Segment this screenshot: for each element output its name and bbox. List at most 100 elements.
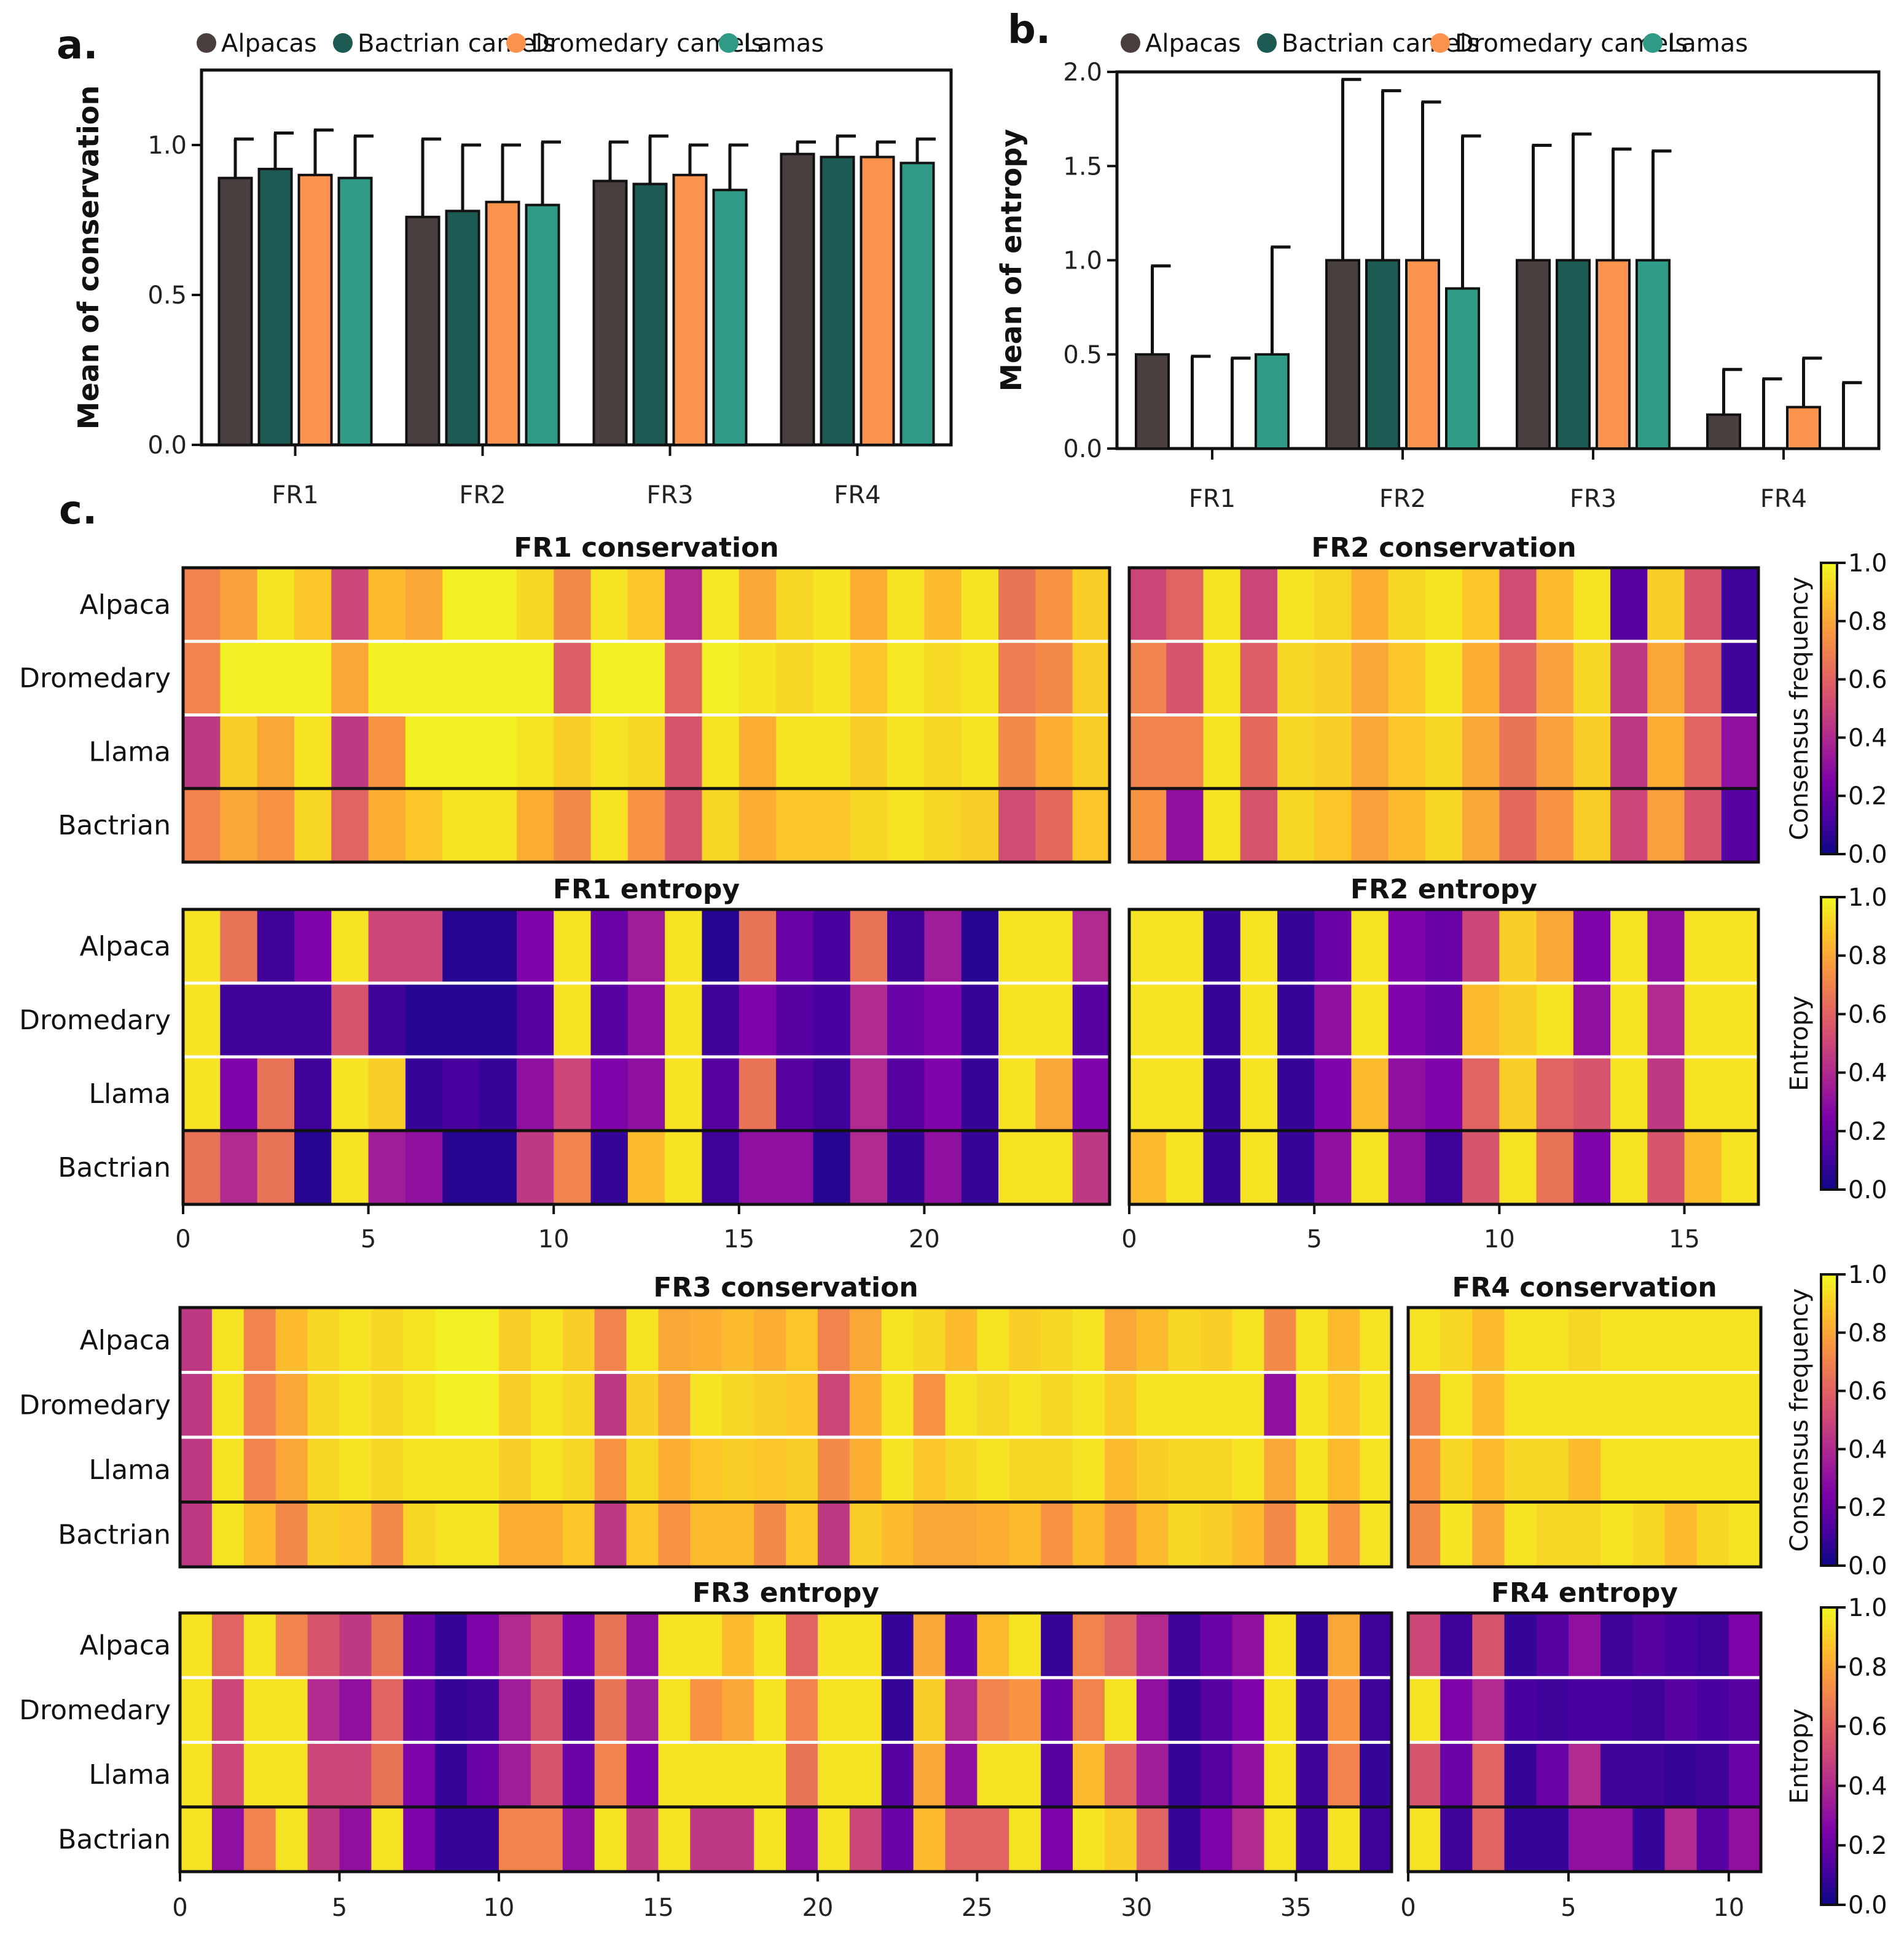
heatmap-cell: [1568, 1372, 1601, 1438]
heatmap-cell: [881, 1372, 914, 1438]
x-tick-label: FR2: [459, 481, 506, 509]
heatmap-cell: [1328, 1677, 1360, 1743]
heatmap-cell: [554, 715, 592, 789]
heatmap-cell: [1728, 1742, 1761, 1808]
heatmap-cell: [1568, 1613, 1601, 1678]
heatmap-cell: [1425, 983, 1463, 1057]
heatmap-cell: [924, 788, 962, 863]
heatmap-cell: [722, 1742, 754, 1808]
heatmap-cell: [211, 1502, 245, 1567]
heatmap-cell: [754, 1807, 786, 1872]
heatmap-cell: [1664, 1372, 1698, 1438]
bar: [1706, 413, 1741, 450]
heatmap-cell: [776, 1057, 814, 1131]
bar: [1636, 259, 1671, 450]
heatmap-cell: [554, 1057, 592, 1131]
heatmap-title: FR1 conservation: [514, 532, 778, 563]
heatmap-cell: [1240, 568, 1278, 642]
heatmap-cell: [516, 641, 554, 716]
x-tick-label: 25: [962, 1894, 993, 1922]
heatmap-cell: [1240, 641, 1278, 716]
heatmap-cell: [1647, 983, 1685, 1057]
heatmap-cell: [562, 1613, 595, 1678]
heatmap-cell: [1041, 1742, 1073, 1808]
heatmap-cell: [1536, 1308, 1569, 1373]
colorbar-gradient: [1820, 1606, 1838, 1906]
heatmap-cell: [1504, 1742, 1537, 1808]
heatmap-cell: [1632, 1613, 1666, 1678]
heatmap-cell: [665, 568, 703, 642]
heatmap-cell: [924, 568, 962, 642]
heatmap-cell: [1462, 568, 1500, 642]
heatmap-cell: [403, 1742, 436, 1808]
heatmap-cell: [442, 715, 480, 789]
heatmap-cell: [403, 1502, 436, 1567]
heatmap-cell: [977, 1372, 1009, 1438]
heatmap-cell: [183, 983, 221, 1057]
heatmap-cell: [1072, 715, 1110, 789]
heatmap-cell: [1277, 568, 1315, 642]
heatmap-cell: [1721, 568, 1759, 642]
heatmap-fr4-entropy: FR4 entropy 0 5 10: [1400, 1577, 1763, 1922]
heatmap-cell: [243, 1502, 276, 1567]
heatmap-cell: [945, 1308, 977, 1373]
heatmap-cell: [180, 1807, 213, 1872]
row-label: Dromedary: [19, 663, 171, 694]
heatmap-cell: [850, 1131, 888, 1205]
heatmap-cell: [850, 715, 888, 789]
heatmap-cell: [1388, 1131, 1426, 1205]
heatmap-cell: [998, 641, 1036, 716]
heatmap-cell: [626, 1502, 659, 1567]
heatmap-cell: [658, 1437, 691, 1503]
colorbar-label: Consensus frequency: [1785, 1289, 1814, 1552]
heatmap-cell: [180, 1677, 213, 1743]
heatmap-cell: [1632, 1437, 1666, 1503]
heatmap-cell: [211, 1437, 245, 1503]
heatmap-cell: [977, 1502, 1009, 1567]
heatmap-cell: [690, 1372, 723, 1438]
heatmap-cell: [722, 1372, 754, 1438]
heatmap-cell: [658, 1502, 691, 1567]
heatmap-cell: [1104, 1807, 1137, 1872]
heatmap-cell: [924, 909, 962, 984]
heatmap-cell: [738, 1057, 777, 1131]
heatmap-cell: [516, 788, 554, 863]
colorbar-tick-label: 0.0: [1848, 1552, 1887, 1580]
heatmap-cell: [562, 1677, 595, 1743]
x-tick-label: 5: [361, 1225, 376, 1253]
heatmap-cell: [881, 1308, 914, 1373]
heatmap-cell: [339, 1372, 372, 1438]
heatmap-cell: [1232, 1502, 1265, 1567]
heatmap-cell: [368, 715, 406, 789]
heatmap-cell: [1462, 1057, 1500, 1131]
heatmap-cell: [1264, 1308, 1296, 1373]
heatmap-cell: [339, 1677, 372, 1743]
heatmap-cell: [1462, 715, 1500, 789]
heatmap-cell: [1504, 1372, 1537, 1438]
heatmap-cell: [1104, 1308, 1137, 1373]
heatmap-cell: [813, 983, 851, 1057]
heatmap-cell: [1568, 1308, 1601, 1373]
x-tick-label: 15: [723, 1225, 754, 1253]
heatmap-cell: [1684, 715, 1722, 789]
heatmap-cell: [1168, 1613, 1201, 1678]
heatmap-cell: [294, 1057, 332, 1131]
heatmap-cell: [1536, 1372, 1569, 1438]
heatmap-cell: [275, 1807, 308, 1872]
heatmap-cell: [850, 909, 888, 984]
heatmap-cell: [1072, 641, 1110, 716]
heatmap-cell: [913, 1502, 946, 1567]
heatmap-cell: [1536, 788, 1574, 863]
heatmap-cell: [1277, 1057, 1315, 1131]
heatmap-cell: [294, 1131, 332, 1205]
heatmap-cell: [1232, 1613, 1265, 1678]
heatmap-cell: [754, 1742, 786, 1808]
heatmap-cell: [690, 1613, 723, 1678]
heatmap-cell: [368, 788, 406, 863]
heatmap-cell: [1425, 788, 1463, 863]
heatmap-cell: [887, 1057, 925, 1131]
heatmap-cell: [626, 1613, 659, 1678]
heatmap-cell: [331, 715, 369, 789]
heatmap-cell: [405, 641, 443, 716]
heatmap-cell: [1600, 1807, 1633, 1872]
